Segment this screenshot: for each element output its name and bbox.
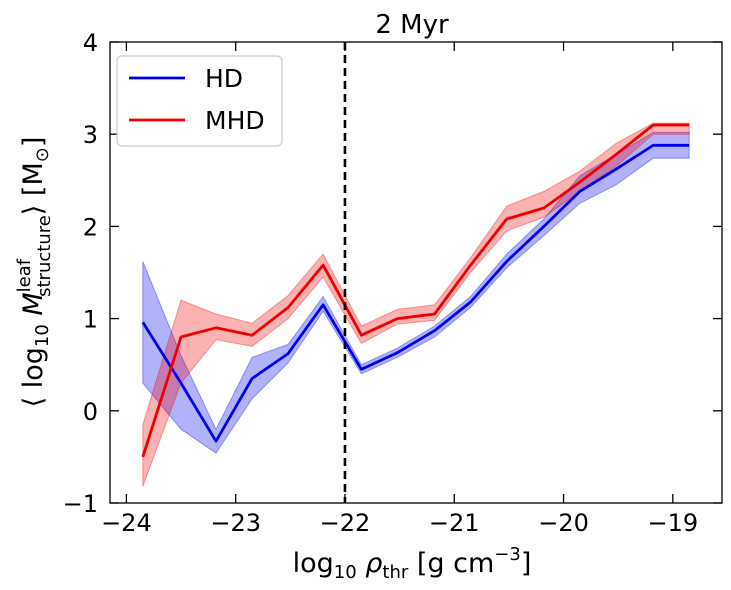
plot-frame	[109, 41, 723, 504]
x-tick-label: −20	[538, 509, 589, 537]
line-hd	[141, 143, 690, 443]
x-tick-label: −22	[320, 509, 371, 537]
band-mhd	[142, 122, 690, 487]
chart-title: 2 Myr	[375, 10, 449, 40]
legend-label-mhd: MHD	[205, 106, 265, 135]
x-tick-label: −21	[429, 509, 480, 537]
confidence-bands	[142, 122, 690, 487]
y-tick-label: 1	[83, 306, 98, 334]
y-axis-label: ⟨ log10 Mleafstructure⟩ [M⊙]	[14, 137, 55, 408]
x-tick-label: −24	[101, 509, 152, 537]
band-hd	[142, 131, 690, 454]
x-tick-label: −19	[647, 509, 698, 537]
x-axis-label: log10 ρthr [g cm−3]	[293, 544, 532, 583]
y-tick-label: −1	[63, 490, 98, 518]
y-tick-label: 3	[83, 121, 98, 149]
axis-ticks	[110, 41, 722, 504]
x-tick-label: −23	[210, 509, 261, 537]
y-tick-label: 4	[83, 29, 98, 57]
y-tick-label: 2	[83, 213, 98, 241]
legend-label-hd: HD	[205, 64, 243, 93]
axis-tick-labels: −24 −23 −22 −21 −20 −19 −1 0 1 2 3 4	[63, 29, 699, 537]
legend: HD MHD	[116, 55, 283, 147]
y-tick-label: 0	[83, 398, 98, 426]
series-lines	[141, 123, 690, 458]
line-mhd	[141, 123, 690, 458]
